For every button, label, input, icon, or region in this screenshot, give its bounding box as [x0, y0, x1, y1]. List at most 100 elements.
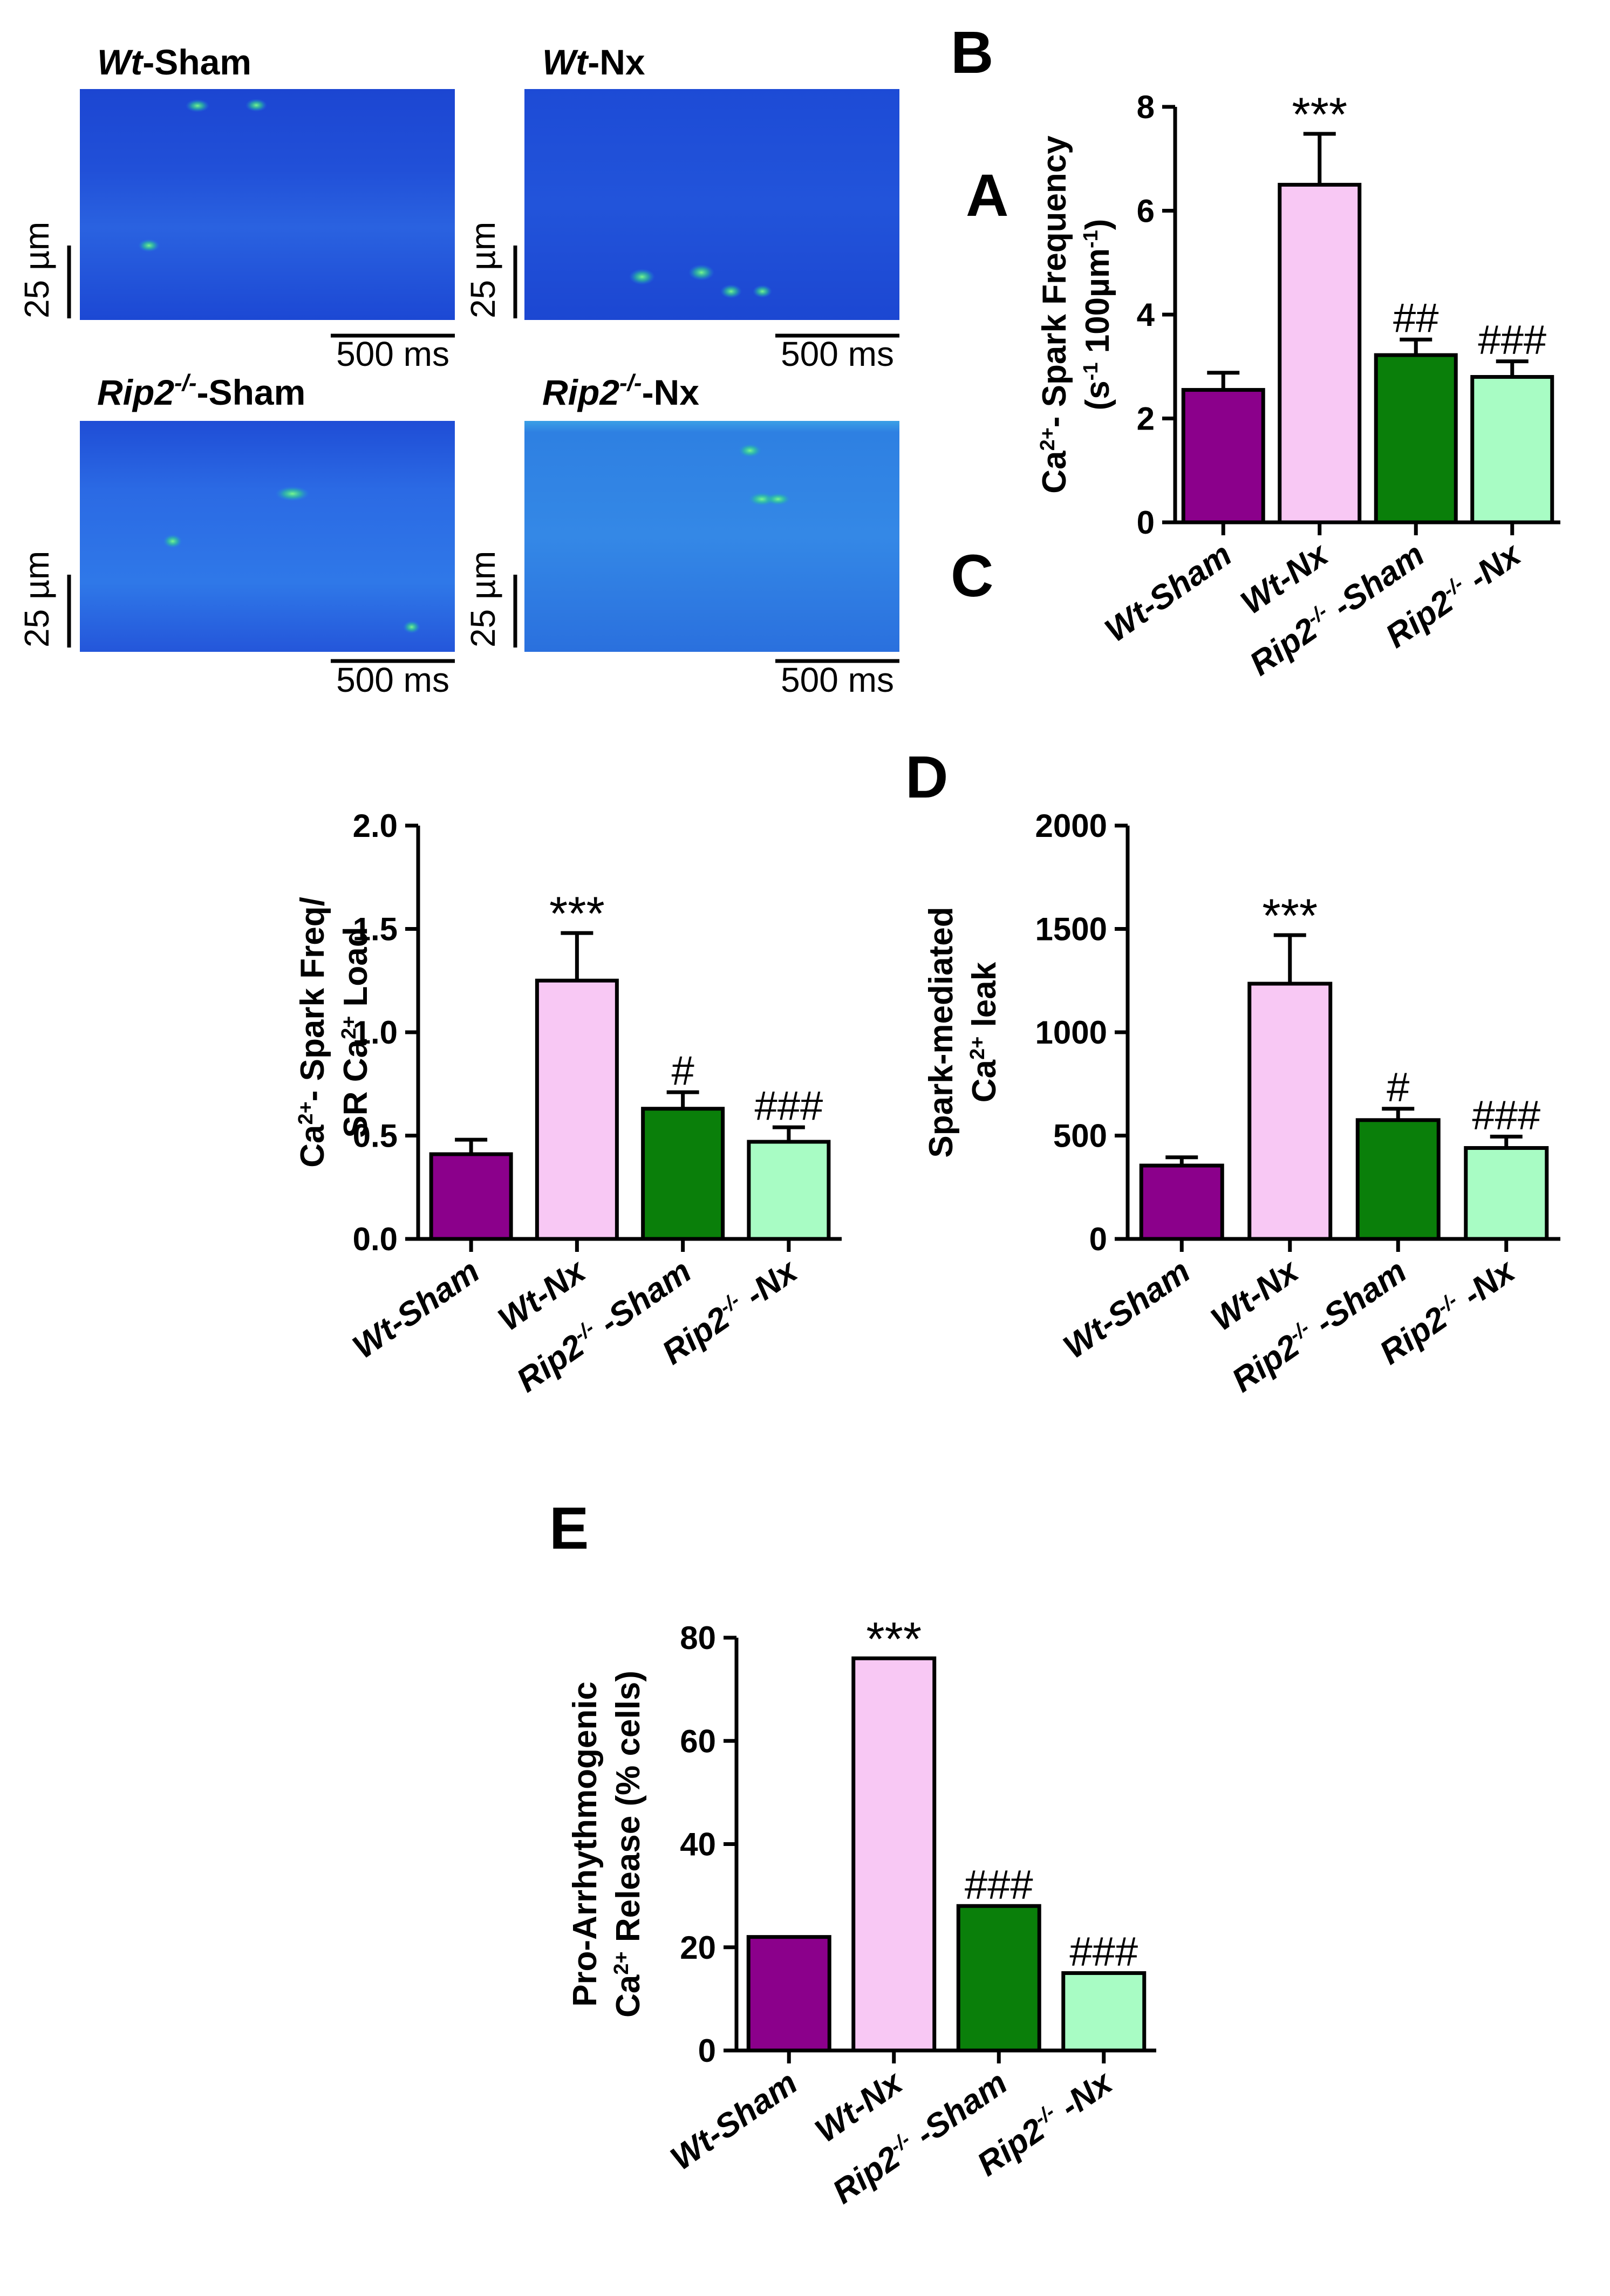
bar-4 — [1464, 1146, 1549, 1241]
scale-label-y: 25 µm — [463, 222, 502, 318]
significance-label: ### — [754, 1083, 823, 1129]
category-label: Rip2-/- -Sham — [826, 2064, 1014, 2211]
y-tick-label: 1.5 — [353, 911, 398, 948]
image-title: Wt-Sham — [97, 42, 251, 82]
calcium-spark — [163, 534, 182, 548]
calcium-spark — [629, 269, 655, 285]
linescan-image — [524, 89, 899, 320]
calcium-spark — [403, 621, 420, 633]
y-tick-label: 0 — [1089, 1221, 1107, 1257]
confocal-wt-nx: Wt-Nx 25 µm 500 ms — [463, 42, 899, 373]
y-axis-label: Ca2+- Spark Freq/ — [294, 897, 331, 1168]
calcium-spark — [688, 264, 714, 281]
scale-label-y: 25 µm — [17, 222, 56, 318]
bar-3 — [641, 1107, 725, 1241]
confocal-rip2-sham: Rip2-/--Sham 25 µm 500 ms — [17, 370, 455, 699]
scale-label-y: 25 µm — [17, 551, 56, 648]
calcium-spark — [738, 444, 762, 458]
image-title: Wt-Nx — [542, 42, 645, 82]
y-tick-label: 40 — [680, 1827, 716, 1863]
bar-4 — [1061, 1971, 1147, 2053]
y-tick-label: 20 — [680, 1930, 716, 1966]
y-axis-label: Ca2+- Spark Frequency — [1036, 135, 1073, 494]
significance-label: # — [671, 1048, 694, 1094]
bar-1 — [1139, 1163, 1224, 1241]
y-tick-label: 1000 — [1035, 1014, 1107, 1051]
category-label: Wt-Sham — [1099, 536, 1239, 650]
y-axis-label: Ca2+ leak — [966, 962, 1003, 1102]
calcium-spark — [186, 99, 209, 112]
linescan-image — [524, 421, 899, 652]
bar-4 — [1470, 375, 1554, 524]
y-axis-label: SR Ca2+ Load — [337, 926, 374, 1137]
significance-label: *** — [549, 887, 605, 940]
calcium-spark — [245, 99, 267, 112]
significance-label: ### — [1478, 317, 1546, 363]
panel-letter-b: B — [951, 19, 993, 86]
y-axis-label: Pro-Arrhythmogenic — [567, 1681, 604, 2007]
calcium-spark — [720, 284, 742, 298]
linescan-image — [80, 421, 455, 652]
scale-label-x: 500 ms — [336, 335, 449, 373]
y-tick-label: 2000 — [1035, 808, 1107, 844]
significance-label: ## — [1393, 295, 1439, 341]
panel-letter-e: E — [549, 1495, 589, 1562]
bar-1 — [746, 1935, 831, 2053]
y-tick-label: 0.0 — [353, 1221, 398, 1257]
y-tick-label: 80 — [680, 1620, 716, 1656]
bar-2 — [1247, 982, 1333, 1241]
scale-label-y: 25 µm — [463, 551, 502, 648]
significance-label: # — [1387, 1065, 1409, 1110]
y-tick-label: 1500 — [1035, 911, 1107, 948]
y-tick-label: 0.5 — [353, 1118, 398, 1154]
y-axis-label: (s-1 100µm-1) — [1079, 219, 1116, 411]
y-axis-label: Ca2+ Release (% cells) — [610, 1671, 647, 2018]
chart-d-spark-mediated-leak: 0 500 1000 1500 2000 Spark-mediated Ca2+ leak W… — [923, 808, 1560, 1400]
significance-label: *** — [866, 1612, 922, 1665]
category-label: Wt-Sham — [664, 2064, 804, 2178]
bar-2 — [1278, 182, 1362, 524]
y-tick-label: 500 — [1053, 1118, 1107, 1154]
significance-label: *** — [1262, 889, 1318, 942]
bar-2 — [535, 978, 619, 1241]
calcium-spark — [765, 493, 791, 506]
panel-letter-d: D — [905, 744, 948, 810]
calcium-spark — [138, 239, 160, 252]
significance-label: ### — [1069, 1929, 1138, 1975]
chart-c-spark-freq-sr-load: 0.0 0.5 1.0 1.5 2.0 Ca2+- Spark Freq/SR Ca2+ … — [294, 808, 842, 1400]
calcium-spark — [753, 285, 772, 298]
confocal-rip2-nx: Rip2-/--Nx 25 µm 500 ms — [463, 370, 899, 699]
bar-4 — [747, 1140, 831, 1241]
y-axis-label: Spark-mediated — [923, 907, 960, 1157]
y-tick-label: 0 — [698, 2033, 716, 2069]
linescan-image — [80, 89, 455, 320]
y-tick-label: 8 — [1137, 89, 1155, 125]
y-tick-label: 0 — [1137, 505, 1155, 541]
significance-label: ### — [1472, 1092, 1540, 1138]
bar-3 — [1355, 1118, 1441, 1241]
panel-letter-c: C — [951, 543, 993, 609]
y-tick-label: 4 — [1137, 297, 1155, 333]
scale-label-x: 500 ms — [781, 335, 894, 373]
chart-e-pro-arrhythmogenic-release: 0 20 40 60 80 Pro-Arrhythmogenic Ca2+ Release … — [567, 1612, 1156, 2211]
category-label: Rip2-/- -Sham — [510, 1252, 698, 1400]
scale-label-x: 500 ms — [336, 660, 449, 699]
significance-label: *** — [1292, 87, 1347, 141]
calcium-spark — [275, 486, 310, 501]
image-title: Rip2-/--Sham — [97, 370, 305, 412]
bar-2 — [851, 1656, 937, 2053]
chart-b-spark-frequency: 0 2 4 6 8 Ca2+- Spark Frequency (s-1 100µm-1) W… — [1036, 87, 1560, 683]
y-tick-label: 2 — [1137, 401, 1155, 437]
scale-label-x: 500 ms — [781, 660, 894, 699]
image-title: Rip2-/--Nx — [542, 370, 699, 412]
y-tick-label: 2.0 — [353, 808, 398, 844]
bar-3 — [956, 1904, 1041, 2053]
confocal-wt-sham: Wt-Sham 25 µm 500 ms — [17, 42, 455, 373]
category-label: Wt-Sham — [346, 1252, 487, 1366]
panel-letter-a: A — [966, 162, 1008, 229]
category-label: Wt-Sham — [1057, 1252, 1197, 1366]
significance-label: ### — [965, 1862, 1033, 1907]
y-tick-label: 60 — [680, 1723, 716, 1759]
y-tick-label: 6 — [1137, 193, 1155, 229]
